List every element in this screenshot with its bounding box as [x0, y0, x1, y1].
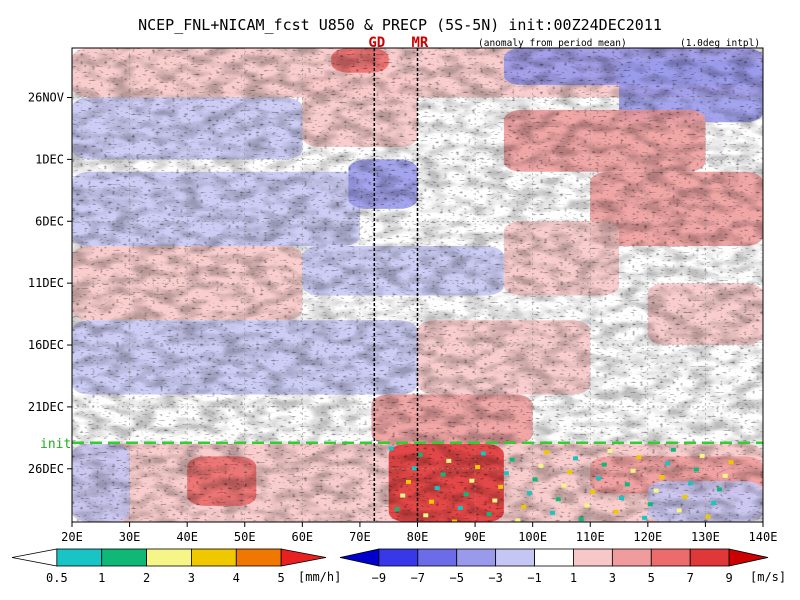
colorbar-swatch: [534, 548, 574, 567]
colorbar-swatch: [11, 548, 58, 567]
x-tick-label: 140E: [749, 530, 778, 544]
marker-label-gd: GD: [368, 35, 385, 51]
colorbar-label: 5: [648, 571, 655, 585]
y-tick-label: 26DEC: [28, 462, 64, 476]
u850-colorbar: −9 −7 −5 −3 −1 1 3 5 7 9: [339, 548, 769, 585]
colorbar-swatch: [101, 548, 147, 567]
chart-subtitle-interp: (1.0deg intpl): [680, 38, 760, 49]
x-tick-label: 60E: [291, 530, 313, 544]
y-tick-label: 11DEC: [28, 276, 64, 290]
x-tick-label: 30E: [119, 530, 141, 544]
colorbar-label: −3: [488, 571, 502, 585]
colorbar-swatch: [495, 548, 535, 567]
colorbar-swatch: [573, 548, 613, 567]
u850-unit: [m/s]: [750, 570, 786, 584]
colorbar-swatch: [146, 548, 192, 567]
colorbar-label: 1: [570, 571, 577, 585]
colorbar-swatch: [650, 548, 691, 567]
y-tick-label: 26NOV: [28, 91, 64, 105]
x-tick-label: 70E: [349, 530, 371, 544]
colorbar-swatch: [339, 548, 380, 567]
colorbar-swatch: [378, 548, 419, 567]
precip-shading: [388, 446, 734, 522]
x-tick-label: 50E: [234, 530, 256, 544]
colorbar-label: 9: [725, 571, 732, 585]
colorbar-swatch: [611, 548, 652, 567]
colorbar-swatch: [689, 548, 730, 567]
x-tick-label: 120E: [633, 530, 662, 544]
colorbar-swatch: [417, 548, 458, 567]
colorbar-label: −7: [411, 571, 425, 585]
colorbar-swatch: [56, 548, 103, 567]
precip-colorbar: 0.5 1 2 3 4 5: [11, 548, 327, 585]
precip-unit: [mm/h]: [298, 570, 341, 584]
marker-labels: GD MR: [368, 35, 429, 51]
colorbar-swatch: [280, 548, 327, 567]
colorbar-label: 3: [188, 571, 195, 585]
colorbar-swatch: [456, 548, 497, 567]
colorbar-label: 7: [687, 571, 694, 585]
x-tick-label: 130E: [691, 530, 720, 544]
y-tick-label: 1DEC: [35, 152, 64, 166]
x-axis: 20E 30E 40E 50E 60E 70E 80E 90E 100E 110E 120E 130E…: [61, 522, 777, 544]
x-tick-label: 110E: [576, 530, 605, 544]
x-tick-label: 80E: [407, 530, 429, 544]
colorbar-label: 5: [278, 571, 285, 585]
x-tick-label: 20E: [61, 530, 83, 544]
colorbar-swatch: [191, 548, 237, 567]
colorbar-label: −9: [372, 571, 386, 585]
colorbar-swatch: [235, 548, 282, 567]
marker-label-mr: MR: [412, 35, 429, 51]
y-tick-label: 21DEC: [28, 400, 64, 414]
chart-title: NCEP_FNL+NICAM_fcst U850 & PRECP (5S-5N)…: [138, 16, 662, 34]
colorbar-label: 0.5: [46, 571, 68, 585]
x-tick-label: 100E: [518, 530, 547, 544]
init-label: init: [40, 437, 71, 452]
y-tick-label: 16DEC: [28, 338, 64, 352]
x-tick-label: 40E: [176, 530, 198, 544]
colorbar-label: −5: [450, 571, 464, 585]
y-tick-label: 6DEC: [35, 214, 64, 228]
colorbar-label: 1: [98, 571, 105, 585]
colorbar-label: −1: [527, 571, 541, 585]
y-axis: 26NOV 1DEC 6DEC 11DEC 16DEC 21DEC 26DEC: [28, 91, 72, 476]
colorbar-swatch: [728, 548, 769, 567]
colorbar-label: 4: [233, 571, 240, 585]
x-tick-label: 90E: [464, 530, 486, 544]
colorbar-label: 3: [609, 571, 616, 585]
colorbar-label: 2: [143, 571, 150, 585]
plot-area: [72, 48, 763, 522]
chart-subtitle-anomaly: (anomaly from period mean): [478, 38, 627, 49]
